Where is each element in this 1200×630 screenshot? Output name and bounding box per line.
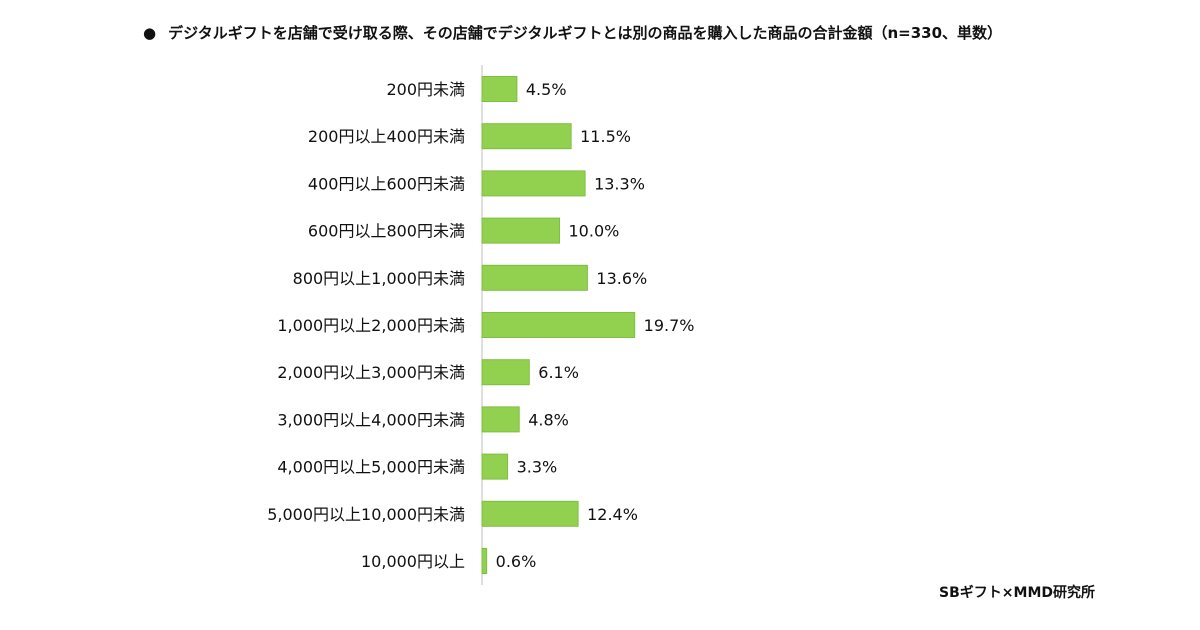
title-text: デジタルギフトを店舗で受け取る際、その店舗でデジタルギフトとは別の商品を購入した…	[168, 24, 1003, 42]
data-label: 12.4%	[587, 505, 638, 524]
chart-title: ● デジタルギフトを店舗で受け取る際、その店舗でデジタルギフトとは別の商品を購入し…	[143, 22, 1002, 43]
data-label: 11.5%	[580, 127, 631, 146]
category-label: 1,000円以上2,000円未満	[277, 316, 465, 335]
data-label: 13.3%	[594, 174, 645, 193]
bar	[481, 548, 488, 574]
bar	[481, 123, 572, 150]
category-label: 600円以上800円未満	[308, 222, 465, 241]
category-label: 200円未満	[386, 80, 465, 99]
category-label: 800円以上1,000円未満	[293, 269, 465, 288]
data-label: 0.6%	[496, 552, 537, 571]
category-label: 400円以上600円未満	[308, 174, 465, 193]
title-bullet: ●	[143, 24, 157, 42]
data-label: 19.7%	[644, 316, 695, 335]
category-label: 2,000円以上3,000円未満	[277, 363, 465, 382]
bar	[481, 312, 636, 338]
data-label: 4.5%	[526, 80, 567, 99]
bar	[481, 453, 509, 480]
category-label: 200円以上400円未満	[308, 127, 465, 146]
source-credit: SBギフト×MMD研究所	[939, 585, 1095, 601]
data-label: 13.6%	[596, 269, 647, 288]
category-label: 5,000円以上10,000円未満	[267, 505, 465, 524]
bar	[481, 170, 586, 197]
bar	[481, 217, 560, 244]
category-label: 4,000円以上5,000円未満	[277, 458, 465, 477]
bar	[481, 76, 518, 102]
data-label: 6.1%	[538, 363, 579, 382]
bar	[481, 406, 520, 433]
bar	[481, 500, 579, 527]
category-label: 10,000円以上	[361, 552, 465, 571]
data-label: 4.8%	[528, 410, 569, 429]
category-label: 3,000円以上4,000円未満	[277, 410, 465, 429]
data-label: 3.3%	[517, 458, 558, 477]
bar	[481, 359, 530, 386]
bar	[481, 264, 588, 291]
data-label: 10.0%	[569, 222, 620, 241]
